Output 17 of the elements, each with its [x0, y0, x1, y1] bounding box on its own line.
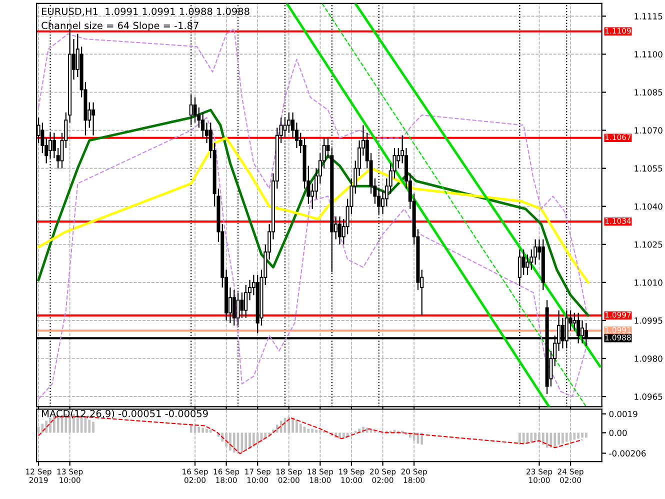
chart-title: EURUSD,H1 1.0991 1.0991 1.0988 1.0988 — [42, 8, 250, 16]
y-tick-label: 1.1055 — [634, 165, 662, 172]
chart-title: MACD(12,26,9) -0.00051 -0.00059 — [42, 410, 208, 418]
y-tick-label: 1.1100 — [634, 51, 662, 58]
y-tick-label: 0.00 — [609, 430, 627, 436]
y-tick-label: 1.1115 — [634, 13, 662, 20]
y-tick-label: 1.0995 — [634, 317, 662, 324]
y-tick-label: -0.00206 — [609, 450, 646, 457]
y-tick-label: 1.0980 — [634, 355, 662, 362]
y-tick-label: 1.1025 — [634, 241, 662, 248]
y-tick-label: 1.1010 — [634, 279, 662, 286]
y-tick-label: 1.1070 — [634, 127, 662, 134]
y-tick-label: 1.1085 — [634, 89, 662, 96]
y-tick-label: 1.0965 — [634, 394, 662, 400]
y-tick-label: 1.1040 — [634, 203, 662, 210]
y-tick-label: 0.0019 — [609, 410, 638, 418]
text: Channel size = 64 Slope = -1.87 — [42, 22, 198, 32]
